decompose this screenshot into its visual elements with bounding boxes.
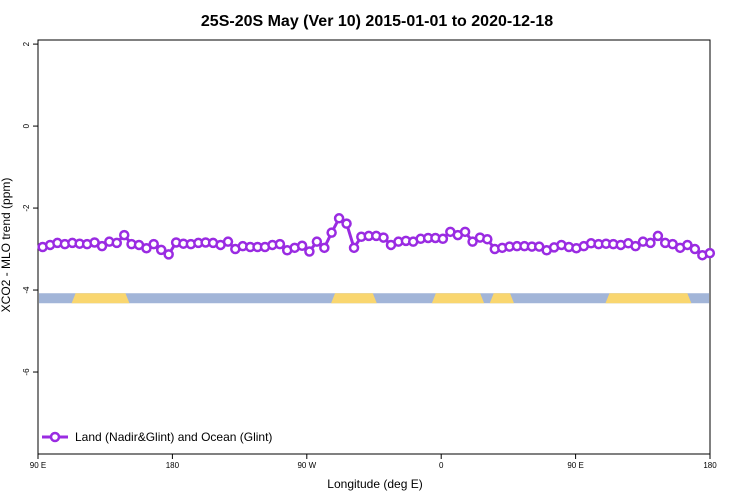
data-point <box>645 237 656 249</box>
series-layer <box>37 213 716 261</box>
land-segment <box>331 293 377 304</box>
data-point <box>704 247 716 259</box>
chart-title: 25S-20S May (Ver 10) 2015-01-01 to 2020-… <box>201 13 553 30</box>
x-tick-label: 0 <box>439 461 444 470</box>
data-point <box>326 227 337 238</box>
data-point <box>155 244 167 256</box>
data-point <box>96 240 108 252</box>
x-axis-label: Longitude (deg E) <box>327 477 422 491</box>
x-axis-ticks: 90 E 180 90 W 0 90 E 180 <box>30 454 717 470</box>
data-point <box>111 237 123 249</box>
y-axis-label: XCO2 - MLO trend (ppm) <box>0 178 13 313</box>
x-tick-label: 90 W <box>297 461 316 470</box>
y-tick-label: -2 <box>22 204 31 212</box>
data-point <box>148 238 159 250</box>
data-point <box>437 233 449 245</box>
land-ocean-mask <box>39 293 709 304</box>
data-point <box>319 242 330 254</box>
land-segment <box>431 293 485 304</box>
data-point <box>467 236 478 247</box>
data-point <box>378 232 389 243</box>
data-point <box>163 249 174 260</box>
data-point <box>689 243 701 255</box>
data-point <box>222 236 234 247</box>
legend: Land (Nadir&Glint) and Ocean (Glint) <box>42 430 272 444</box>
data-point <box>682 239 693 251</box>
legend-marker <box>49 431 61 443</box>
data-point <box>333 213 345 224</box>
y-tick-label: 2 <box>22 41 31 46</box>
data-point <box>341 218 352 229</box>
x-tick-label: 180 <box>166 461 180 470</box>
y-tick-label: -6 <box>22 368 31 376</box>
land-segment <box>489 293 514 304</box>
x-tick-label: 180 <box>703 461 717 470</box>
data-point <box>304 246 315 257</box>
x-tick-label: 90 E <box>567 461 583 470</box>
y-tick-label: 0 <box>22 123 31 128</box>
data-point <box>311 236 323 247</box>
y-tick-label: -4 <box>22 286 31 294</box>
y-axis-ticks: 2 0 -2 -4 -6 <box>22 41 38 376</box>
land-segment <box>605 293 692 304</box>
data-point <box>652 230 664 242</box>
data-point <box>459 226 471 238</box>
x-tick-label: 90 E <box>30 461 46 470</box>
data-point <box>348 242 360 254</box>
legend-label: Land (Nadir&Glint) and Ocean (Glint) <box>75 430 272 444</box>
land-segment <box>71 293 130 304</box>
data-point <box>296 240 308 252</box>
data-point <box>118 229 130 241</box>
data-point <box>482 233 493 245</box>
data-point <box>274 238 286 250</box>
data-point <box>630 240 641 252</box>
